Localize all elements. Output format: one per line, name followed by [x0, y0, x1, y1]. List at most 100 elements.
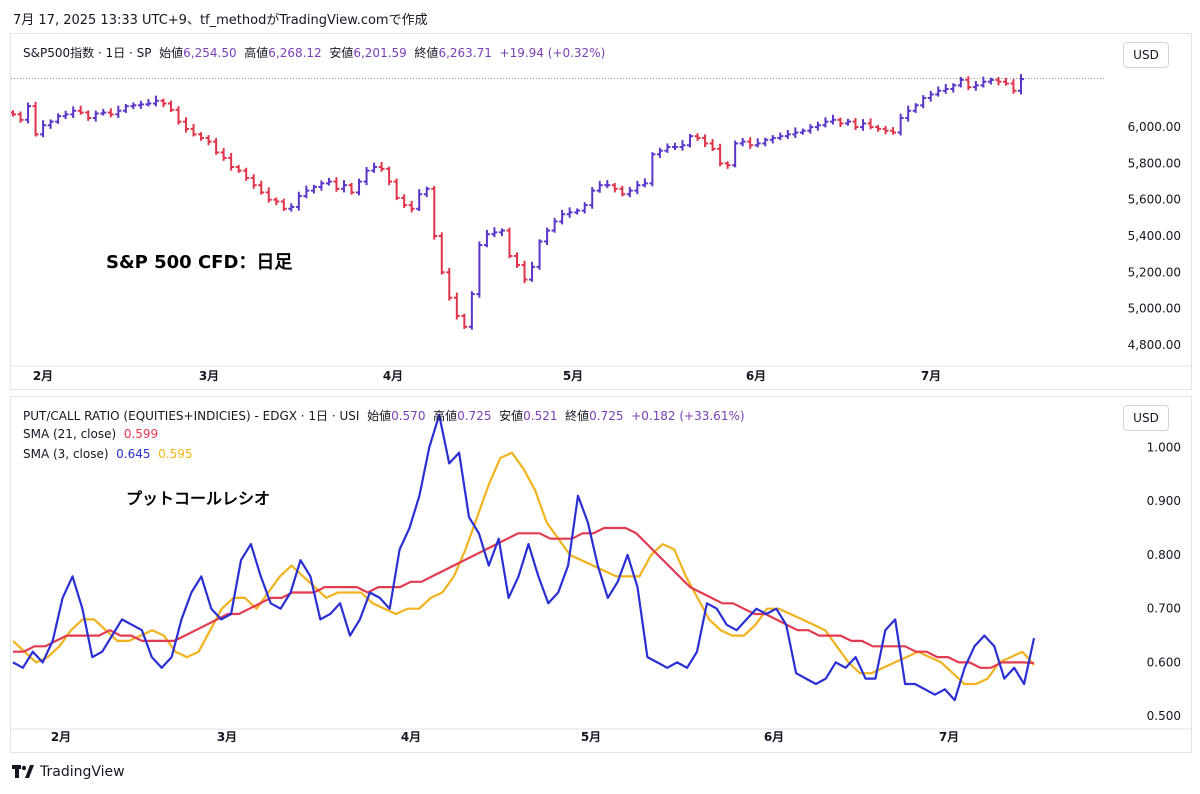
pcr-chart-svg[interactable]: 1.000 0.900 0.800 0.700 0.600 0.500 2月 3月 4月 5月 6月…	[11, 397, 1191, 752]
pcr-currency-button[interactable]: USD	[1123, 405, 1169, 431]
price-annotation: S&P 500 CFD：日足	[106, 252, 293, 273]
pcr-annotation: プットコールレシオ	[126, 489, 271, 508]
ohlc-bar	[792, 127, 799, 138]
ohlc-bar	[987, 77, 994, 85]
ohlc-bar	[461, 313, 468, 329]
ohlc-bar	[371, 162, 378, 173]
ohlc-bar	[882, 126, 889, 135]
price-x-tick: 7月	[921, 369, 941, 383]
ohlc-bar	[243, 167, 250, 181]
ohlc-bar	[11, 110, 16, 117]
ohlc-bar	[498, 228, 505, 237]
ohlc-bar	[784, 129, 791, 140]
price-panel[interactable]: 6,000.00 5,800.00 5,600.00 5,400.00 5,200.00…	[10, 33, 1192, 390]
ohlc-bar	[356, 178, 363, 196]
sma3-label: SMA (3, close)	[23, 447, 109, 461]
pcr-panel[interactable]: 1.000 0.900 0.800 0.700 0.600 0.500 2月 3月 4月 5月 6月…	[10, 396, 1192, 753]
ohlc-bar	[920, 95, 927, 109]
pcr-open-label: 始値	[367, 409, 392, 423]
open-label: 始値	[159, 46, 184, 60]
ohlc-bar	[175, 106, 182, 125]
ohlc-bar	[137, 100, 144, 109]
price-title: S&P500指数 · 1日 · SP	[23, 46, 152, 60]
ohlc-bar	[514, 252, 520, 268]
pcr-low-value: 0.521	[523, 409, 558, 423]
ohlc-bar	[235, 164, 242, 173]
ohlc-bar	[280, 198, 287, 211]
close-label: 終値	[414, 46, 439, 60]
price-x-tick: 6月	[746, 369, 766, 383]
ohlc-bar	[453, 292, 460, 320]
ohlc-bar	[596, 180, 603, 193]
series-line	[12, 413, 1036, 702]
ohlc-bar	[581, 202, 588, 214]
ohlc-bar	[25, 102, 32, 124]
ohlc-bar	[529, 261, 536, 282]
sma3-value-2: 0.595	[158, 447, 193, 461]
pcr-x-tick: 4月	[401, 730, 421, 744]
ohlc-bar	[867, 118, 874, 130]
ohlc-bar	[363, 167, 370, 186]
ohlc-bar	[70, 106, 77, 119]
ohlc-bar	[107, 108, 114, 118]
ohlc-bar	[491, 227, 498, 238]
ohlc-bar	[160, 98, 167, 108]
ohlc-bar	[310, 184, 317, 194]
ohlc-bar	[589, 186, 596, 209]
tradingview-logo-icon	[12, 765, 34, 778]
ohlc-bar	[671, 142, 678, 150]
ohlc-bar	[574, 208, 581, 215]
high-label: 高値	[244, 46, 269, 60]
pcr-y-tick: 0.500	[1147, 709, 1181, 723]
chart-header: 7月 17, 2025 13:33 UTC+9、tf_methodがTradin…	[13, 13, 428, 28]
sma3-value-1: 0.645	[116, 447, 151, 461]
ohlc-bar	[905, 105, 912, 122]
pcr-y-tick: 0.800	[1147, 548, 1181, 562]
pcr-y-tick: 0.600	[1147, 655, 1181, 669]
pcr-x-tick: 5月	[581, 730, 601, 744]
ohlc-bar	[348, 183, 355, 195]
ohlc-bar	[687, 133, 694, 148]
ohlc-bar	[972, 80, 979, 91]
ohlc-bar	[942, 83, 949, 94]
price-x-tick: 2月	[33, 369, 53, 383]
currency-button[interactable]: USD	[1123, 42, 1169, 68]
ohlc-bar	[386, 166, 393, 186]
ohlc-bar	[544, 227, 551, 246]
high-value: 6,268.12	[268, 46, 322, 60]
pcr-high-label: 高値	[433, 409, 458, 423]
ohlc-bar	[634, 180, 641, 195]
ohlc-bar	[732, 140, 739, 168]
ohlc-bar	[205, 135, 212, 146]
ohlc-bar	[724, 161, 731, 169]
ohlc-bar	[702, 134, 709, 148]
ohlc-bar	[446, 267, 453, 301]
low-value: 6,201.59	[353, 46, 407, 60]
ohlc-bar	[837, 117, 844, 128]
ohlc-bar	[152, 95, 159, 107]
ohlc-bar	[709, 139, 716, 152]
ohlc-bar	[483, 229, 490, 248]
ohlc-bar	[807, 124, 814, 134]
ohlc-bar	[912, 103, 919, 113]
ohlc-bar	[506, 227, 513, 259]
ohlc-bar	[890, 127, 897, 135]
ohlc-bar	[626, 186, 633, 198]
ohlc-bar	[333, 177, 340, 192]
ohlc-bar	[656, 147, 663, 158]
ohlc-bar	[762, 137, 769, 147]
ohlc-bar	[641, 178, 648, 188]
ohlc-bar	[679, 140, 686, 151]
ohlc-bar	[438, 232, 445, 275]
ohlc-bar	[40, 120, 47, 138]
ohlc-bar	[265, 187, 272, 203]
pcr-change-value: +0.182 (+33.61%)	[631, 409, 745, 423]
price-y-tick: 5,200.00	[1128, 265, 1181, 279]
ohlc-bar	[77, 105, 84, 115]
ohlc-bar	[611, 183, 618, 193]
ohlc-bar	[17, 111, 24, 123]
ohlc-bar	[822, 117, 829, 128]
price-y-tick: 6,000.00	[1128, 120, 1181, 134]
ohlc-bar	[401, 194, 408, 209]
price-chart-svg[interactable]: 6,000.00 5,800.00 5,600.00 5,400.00 5,200.00…	[11, 34, 1191, 389]
